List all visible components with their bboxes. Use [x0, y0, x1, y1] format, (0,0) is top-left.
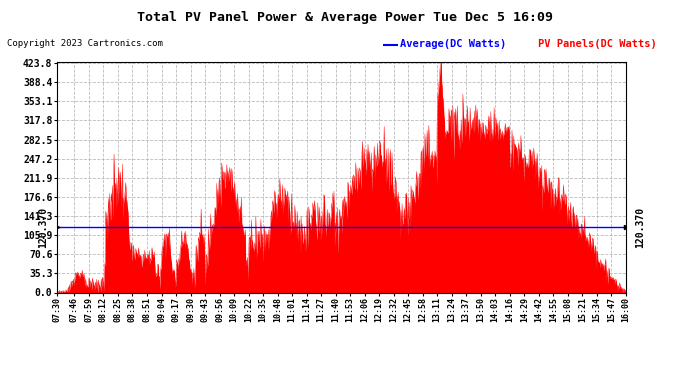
Text: Average(DC Watts): Average(DC Watts): [400, 39, 506, 50]
Text: Total PV Panel Power & Average Power Tue Dec 5 16:09: Total PV Panel Power & Average Power Tue…: [137, 11, 553, 24]
Text: 120.370: 120.370: [38, 207, 48, 248]
Text: PV Panels(DC Watts): PV Panels(DC Watts): [538, 39, 657, 50]
Text: Copyright 2023 Cartronics.com: Copyright 2023 Cartronics.com: [7, 39, 163, 48]
Text: 120.370: 120.370: [635, 207, 644, 248]
